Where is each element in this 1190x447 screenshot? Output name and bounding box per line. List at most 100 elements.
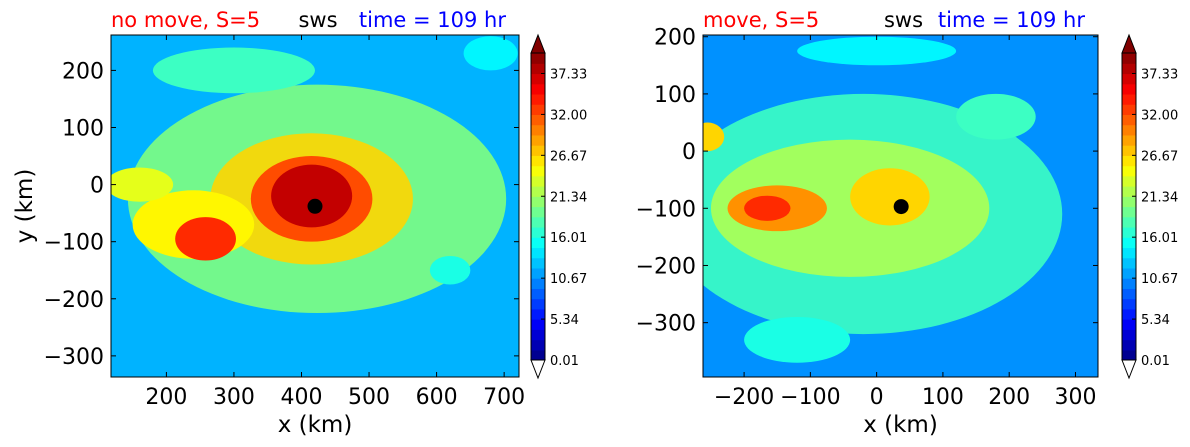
colorbar-extend-min (1121, 359, 1137, 380)
colorbar-tick-label: 10.67 (1141, 272, 1178, 287)
colorbar-segment (1122, 226, 1136, 238)
colorbar-tick-label: 32.00 (550, 108, 587, 123)
colorbar-segment (1122, 73, 1136, 85)
colorbar-tick-label: 26.67 (550, 149, 587, 164)
colorbar-segment (1122, 165, 1136, 177)
colorbar-segment (531, 319, 545, 330)
storm-center-marker (893, 199, 909, 215)
y-tick-label: −200 (636, 254, 696, 279)
field-contour-3 (744, 195, 791, 221)
title-right: time = 109 hr (359, 8, 506, 32)
colorbar-tick-label: 5.34 (550, 313, 579, 328)
colorbar-segment (531, 237, 545, 249)
colorbar-segment (1122, 257, 1136, 269)
y-tick-label: 200 (62, 59, 104, 84)
colorbar-segment (1122, 298, 1136, 310)
colorbar-segment (531, 155, 545, 167)
title-center: sws (298, 8, 337, 32)
colorbar-segment (1122, 104, 1136, 115)
chart-panel-1: 200 300 400 500 600 700 200 100 0 −100 −200 −300 x (… (12, 8, 587, 438)
colorbar-tick-label: 16.01 (550, 231, 587, 246)
colorbar-segment (1122, 196, 1136, 208)
colorbar: 37.33 32.00 26.67 21.34 16.01 10.67 5.34 0.01 (1121, 33, 1178, 380)
colorbar-extend-max (530, 33, 546, 54)
colorbar-segment (531, 257, 545, 269)
colorbar-segment (531, 206, 545, 218)
colorbar-segment (531, 216, 545, 228)
field-contour-7 (152, 47, 315, 94)
colorbar-segment (531, 226, 545, 238)
colorbar-segment (531, 278, 545, 289)
colorbar-extend-min (530, 359, 546, 380)
plot-frame (110, 34, 520, 378)
colorbar-segment (1122, 83, 1136, 95)
colorbar-segment (531, 186, 545, 197)
colorbar-segment (531, 165, 545, 177)
title-left: move, S=5 (703, 8, 819, 32)
colorbar-segment (531, 73, 545, 85)
x-tick-label: −100 (780, 385, 840, 410)
colorbar-segment (531, 339, 545, 351)
x-tick-label: 100 (922, 385, 964, 410)
y-tick-label: −200 (44, 288, 104, 313)
colorbar-segment (531, 288, 545, 300)
colorbar-frame (530, 52, 546, 361)
x-tick-label: 200 (988, 385, 1030, 410)
y-axis-label: y (km) (12, 169, 38, 244)
y-tick-label: 0 (682, 140, 696, 165)
colorbar-segment (531, 63, 545, 75)
colorbar-segment (1122, 155, 1136, 167)
field-contour-4 (850, 168, 930, 226)
field-contour-6 (956, 93, 1036, 140)
x-tick-label: −200 (714, 385, 774, 410)
y-tick-label: −300 (636, 312, 696, 337)
colorbar-segment (1122, 134, 1136, 146)
colorbar-frame (1121, 52, 1137, 361)
colorbar-segment (1122, 237, 1136, 249)
field-contour-3 (175, 217, 236, 261)
x-axis-label: x (km) (863, 412, 938, 438)
colorbar-segment (531, 267, 545, 279)
colorbar-segment (531, 175, 545, 187)
storm-center-marker (307, 198, 323, 214)
colorbar-tick-label: 10.67 (550, 272, 587, 287)
field-contour-1 (710, 139, 990, 277)
field-contour-7 (797, 36, 957, 66)
colorbar-segment (1122, 145, 1136, 156)
y-tick-label: −100 (636, 197, 696, 222)
colorbar-segment (1122, 267, 1136, 279)
x-tick-label: 600 (416, 385, 458, 410)
x-axis-label: x (km) (278, 412, 353, 438)
colorbar-segment (531, 298, 545, 310)
colorbar-segment (1122, 53, 1136, 64)
colorbar-segment (1122, 349, 1136, 361)
title-left: no move, S=5 (111, 8, 260, 32)
x-tick-label: 700 (483, 385, 525, 410)
colorbar-segment (1122, 319, 1136, 330)
x-tick-label: 0 (870, 385, 884, 410)
colorbar-segment (531, 349, 545, 361)
colorbar-segment (1122, 124, 1136, 136)
colorbar-segment (1122, 329, 1136, 341)
title-center: sws (884, 8, 923, 32)
field-contour-8 (744, 316, 851, 363)
y-tick-label: 100 (654, 83, 696, 108)
field-contour-4 (111, 167, 174, 202)
y-tick-label: 200 (654, 26, 696, 51)
colorbar-segment (1122, 186, 1136, 197)
y-tick-label: 100 (62, 116, 104, 141)
colorbar-segment (1122, 206, 1136, 218)
colorbar-segment (1122, 247, 1136, 259)
colorbar-tick-label: 32.00 (1141, 108, 1178, 123)
field-contour-5 (703, 122, 725, 152)
colorbar-segment (531, 247, 545, 259)
colorbar-segment (531, 145, 545, 156)
colorbar-segment (531, 114, 545, 126)
title-right: time = 109 hr (938, 8, 1085, 32)
colorbar-tick-label: 0.01 (1141, 354, 1170, 369)
colorbar: 37.33 32.00 26.67 21.34 16.01 10.67 5.34 0.01 (530, 33, 587, 380)
y-tick-label: −300 (44, 345, 104, 370)
x-tick-label: 300 (213, 385, 255, 410)
